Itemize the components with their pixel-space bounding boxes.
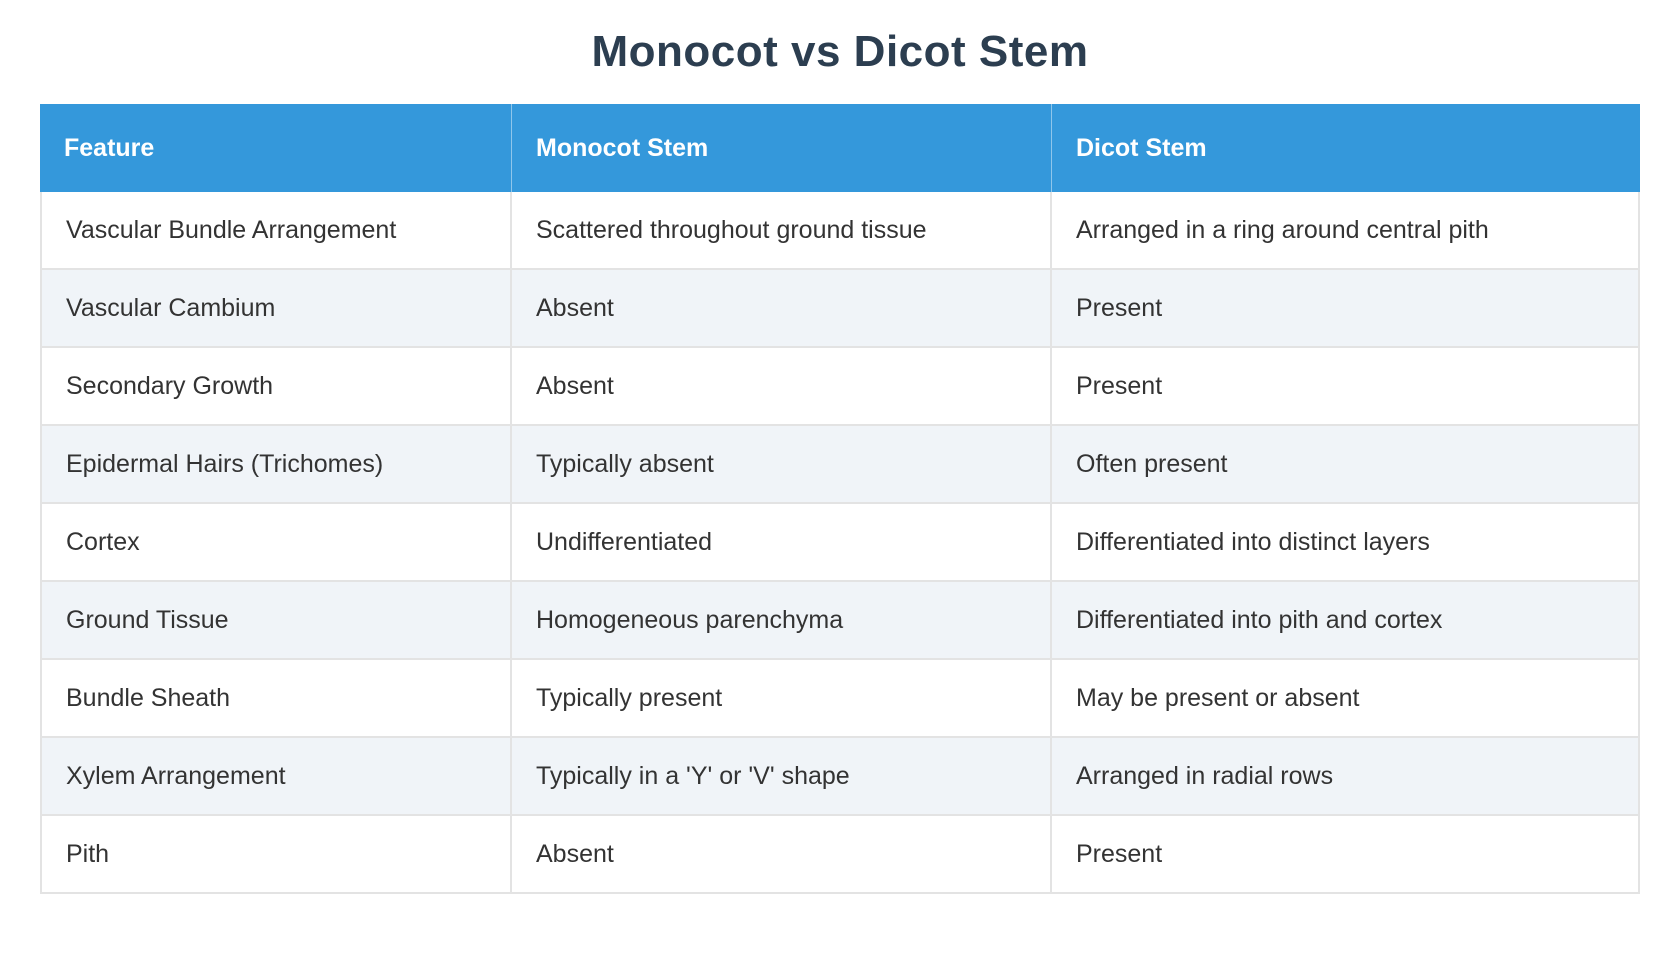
cell-feature: Cortex bbox=[40, 504, 512, 582]
cell-monocot: Scattered throughout ground tissue bbox=[512, 192, 1052, 270]
table-row: Vascular Cambium Absent Present bbox=[40, 270, 1640, 348]
cell-monocot: Undifferentiated bbox=[512, 504, 1052, 582]
cell-feature: Xylem Arrangement bbox=[40, 738, 512, 816]
cell-monocot: Typically present bbox=[512, 660, 1052, 738]
table-row: Cortex Undifferentiated Differentiated i… bbox=[40, 504, 1640, 582]
cell-dicot: Differentiated into distinct layers bbox=[1052, 504, 1640, 582]
comparison-table: Feature Monocot Stem Dicot Stem Vascular… bbox=[40, 104, 1640, 894]
column-header-feature: Feature bbox=[40, 104, 512, 192]
cell-feature: Secondary Growth bbox=[40, 348, 512, 426]
cell-feature: Epidermal Hairs (Trichomes) bbox=[40, 426, 512, 504]
column-header-dicot: Dicot Stem bbox=[1052, 104, 1640, 192]
cell-dicot: Often present bbox=[1052, 426, 1640, 504]
cell-feature: Ground Tissue bbox=[40, 582, 512, 660]
header-row: Feature Monocot Stem Dicot Stem bbox=[40, 104, 1640, 192]
cell-monocot: Absent bbox=[512, 270, 1052, 348]
cell-dicot: Present bbox=[1052, 348, 1640, 426]
table-row: Vascular Bundle Arrangement Scattered th… bbox=[40, 192, 1640, 270]
cell-dicot: Differentiated into pith and cortex bbox=[1052, 582, 1640, 660]
page: Monocot vs Dicot Stem Feature Monocot St… bbox=[0, 26, 1680, 966]
table-row: Bundle Sheath Typically present May be p… bbox=[40, 660, 1640, 738]
cell-feature: Vascular Bundle Arrangement bbox=[40, 192, 512, 270]
cell-dicot: Present bbox=[1052, 270, 1640, 348]
cell-monocot: Typically absent bbox=[512, 426, 1052, 504]
cell-dicot: Present bbox=[1052, 816, 1640, 894]
cell-feature: Vascular Cambium bbox=[40, 270, 512, 348]
cell-feature: Bundle Sheath bbox=[40, 660, 512, 738]
column-header-monocot: Monocot Stem bbox=[512, 104, 1052, 192]
table-row: Epidermal Hairs (Trichomes) Typically ab… bbox=[40, 426, 1640, 504]
cell-dicot: Arranged in radial rows bbox=[1052, 738, 1640, 816]
cell-monocot: Homogeneous parenchyma bbox=[512, 582, 1052, 660]
cell-monocot: Typically in a 'Y' or 'V' shape bbox=[512, 738, 1052, 816]
table-row: Secondary Growth Absent Present bbox=[40, 348, 1640, 426]
cell-dicot: May be present or absent bbox=[1052, 660, 1640, 738]
table-row: Pith Absent Present bbox=[40, 816, 1640, 894]
table-row: Xylem Arrangement Typically in a 'Y' or … bbox=[40, 738, 1640, 816]
cell-dicot: Arranged in a ring around central pith bbox=[1052, 192, 1640, 270]
cell-monocot: Absent bbox=[512, 348, 1052, 426]
page-title: Monocot vs Dicot Stem bbox=[591, 27, 1089, 76]
table-row: Ground Tissue Homogeneous parenchyma Dif… bbox=[40, 582, 1640, 660]
cell-monocot: Absent bbox=[512, 816, 1052, 894]
cell-feature: Pith bbox=[40, 816, 512, 894]
